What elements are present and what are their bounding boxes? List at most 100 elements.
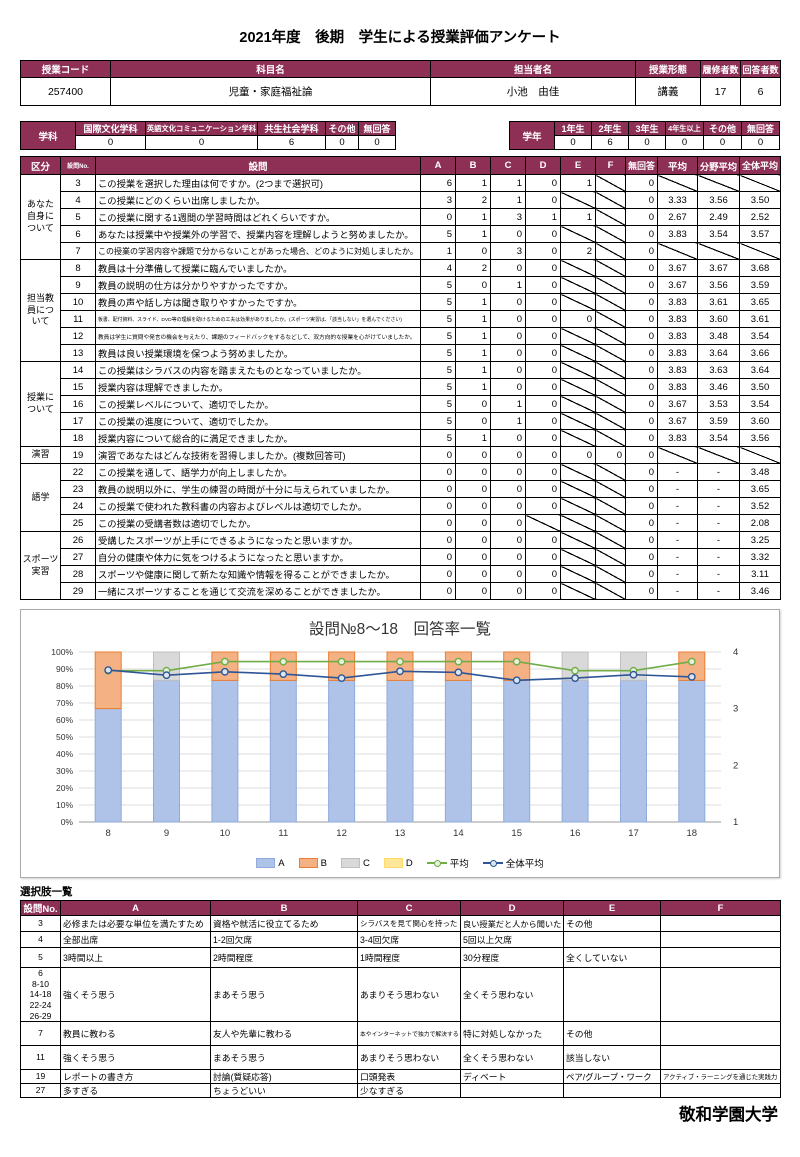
question-table: 区分 設問No. 設問 A B C D E F 無回答 平均 分野平均 全体平均 あなた 自身に ついて 3… bbox=[20, 156, 781, 600]
svg-text:10%: 10% bbox=[56, 800, 73, 810]
count-cell: 1 bbox=[490, 191, 526, 209]
diagonal-cell bbox=[595, 276, 626, 294]
opt-text-cell: 討論(質疑応答) bbox=[210, 1069, 358, 1085]
average-cell: 3.59 bbox=[697, 412, 740, 430]
course-header-cell: 授業コード bbox=[20, 60, 111, 78]
count-cell: 0 bbox=[490, 582, 526, 600]
count-cell: 0 bbox=[525, 463, 561, 481]
diagonal-cell bbox=[595, 242, 626, 260]
section-label-cell: 演習 bbox=[20, 446, 61, 464]
qt-header-cell: C bbox=[490, 156, 526, 175]
opt-no-cell: 7 bbox=[20, 1021, 61, 1047]
diagonal-cell bbox=[595, 361, 626, 379]
diagonal-cell bbox=[657, 242, 698, 260]
count-cell: 1 bbox=[560, 208, 596, 226]
mini-value-cell: 0 bbox=[75, 135, 146, 150]
diagonal-cell bbox=[657, 446, 698, 464]
diagonal-cell bbox=[595, 259, 626, 277]
question-text-cell: この授業レベルについて、適切でしたか。 bbox=[95, 395, 421, 413]
average-cell: 3.54 bbox=[697, 429, 740, 447]
diagonal-cell bbox=[560, 480, 596, 498]
count-cell: 0 bbox=[525, 582, 561, 600]
group-label-cell: 学科 bbox=[20, 121, 76, 150]
count-cell: 2 bbox=[455, 259, 491, 277]
mini-value-cell: 0 bbox=[554, 135, 592, 150]
count-cell: 0 bbox=[625, 327, 658, 345]
count-cell: 1 bbox=[455, 344, 491, 362]
course-value-cell: 17 bbox=[700, 77, 741, 106]
opt-no-cell: 4 bbox=[20, 931, 61, 948]
chart-box: 0% 10% 20% 30% 40% 50% 60% 70% 80% 90% 100% 1 2 3 4 8 9 1… bbox=[20, 609, 780, 878]
qt-header-cell: 無回答 bbox=[625, 156, 658, 175]
opt-text-cell: あまりそう思わない bbox=[357, 966, 461, 1023]
svg-text:0%: 0% bbox=[61, 817, 74, 827]
count-cell: 0 bbox=[455, 480, 491, 498]
question-no-cell: 8 bbox=[60, 259, 96, 277]
count-cell: 0 bbox=[455, 514, 491, 532]
question-text-cell: 受講したスポーツが上手にできるようになったと思いますか。 bbox=[95, 531, 421, 549]
count-cell: 0 bbox=[625, 378, 658, 396]
count-cell: 5 bbox=[420, 276, 456, 294]
average-cell: 3.48 bbox=[739, 463, 781, 481]
count-cell: 0 bbox=[595, 446, 626, 464]
opt-text-cell: ディベート bbox=[460, 1069, 564, 1085]
diagonal-cell bbox=[560, 463, 596, 481]
diagonal-cell bbox=[739, 242, 781, 260]
opt-text-cell: その他 bbox=[563, 915, 661, 932]
diagonal-cell bbox=[595, 531, 626, 549]
count-cell: 0 bbox=[625, 191, 658, 209]
question-text-cell: 板書、配付資料、スライド、DVD等の理解を助けるための工夫は効果がありましたか。… bbox=[95, 310, 421, 328]
qt-header-cell: 全体平均 bbox=[739, 156, 781, 175]
count-cell: 0 bbox=[625, 497, 658, 515]
mini-value-cell: 6 bbox=[591, 135, 629, 150]
opt-text-cell: レポートの書き方 bbox=[60, 1069, 211, 1085]
opt-text-cell bbox=[460, 1083, 564, 1099]
svg-text:4: 4 bbox=[733, 647, 738, 658]
section-label-cell: 授業に ついて bbox=[20, 361, 61, 447]
qt-header-cell: 区分 bbox=[20, 156, 61, 175]
mini-header-cell: 4年生以上 bbox=[665, 121, 704, 136]
question-text-cell: 教員の説明以外に、学生の練習の時間が十分に与えられていましたか。 bbox=[95, 480, 421, 498]
count-cell: 0 bbox=[490, 531, 526, 549]
diagonal-cell bbox=[560, 276, 596, 294]
opt-no-cell: 27 bbox=[20, 1083, 61, 1099]
course-table: 授業コード 科目名 担当者名 授業形態 履修者数 回答者数 257400 児童・家庭福祉論 小池… bbox=[20, 60, 781, 106]
mini-header-cell: 英語文化コミュニケーション学科 bbox=[145, 121, 258, 136]
count-cell: 1 bbox=[455, 310, 491, 328]
legend-label: D bbox=[405, 857, 413, 869]
opt-no-cell: 19 bbox=[20, 1069, 61, 1085]
question-no-cell: 14 bbox=[60, 361, 96, 379]
qt-header-cell: 設問No. bbox=[60, 156, 96, 175]
opt-no-cell: 6 8-10 14-18 22-24 26-29 bbox=[20, 966, 61, 1023]
question-text-cell: 教員の声や話し方は聞き取りやすかったですか。 bbox=[95, 293, 421, 311]
count-cell: 0 bbox=[455, 395, 491, 413]
section-label-cell: 担当教 員につ いて bbox=[20, 259, 61, 362]
opt-text-cell: 該当しない bbox=[563, 1045, 661, 1071]
question-text-cell: 教員の説明の仕方は分かりやすかったですか。 bbox=[95, 276, 421, 294]
average-cell: 3.61 bbox=[697, 293, 740, 311]
count-cell: 0 bbox=[625, 208, 658, 226]
qt-header-cell: F bbox=[595, 156, 626, 175]
count-cell: 0 bbox=[490, 497, 526, 515]
opt-text-cell bbox=[660, 1083, 781, 1099]
average-cell: 2.67 bbox=[657, 208, 698, 226]
average-cell: 3.65 bbox=[739, 480, 781, 498]
count-cell: 4 bbox=[420, 259, 456, 277]
count-cell: 0 bbox=[525, 480, 561, 498]
question-no-cell: 3 bbox=[60, 174, 96, 192]
average-cell: 3.32 bbox=[739, 548, 781, 566]
average-cell: 3.56 bbox=[697, 191, 740, 209]
count-cell: 0 bbox=[490, 565, 526, 583]
diagonal-cell bbox=[560, 259, 596, 277]
opt-header-cell: F bbox=[660, 900, 781, 916]
average-cell: 3.83 bbox=[657, 225, 698, 243]
svg-text:90%: 90% bbox=[56, 664, 73, 674]
count-cell: 0 bbox=[455, 531, 491, 549]
count-cell: 0 bbox=[560, 446, 596, 464]
count-cell: 0 bbox=[625, 310, 658, 328]
opt-text-cell: 必修または必要な単位を満たすため bbox=[60, 915, 211, 932]
course-value-cell: 6 bbox=[740, 77, 781, 106]
question-no-cell: 25 bbox=[60, 514, 96, 532]
qt-header-cell: 平均 bbox=[657, 156, 698, 175]
opt-text-cell: 3-4回欠席 bbox=[357, 931, 461, 948]
